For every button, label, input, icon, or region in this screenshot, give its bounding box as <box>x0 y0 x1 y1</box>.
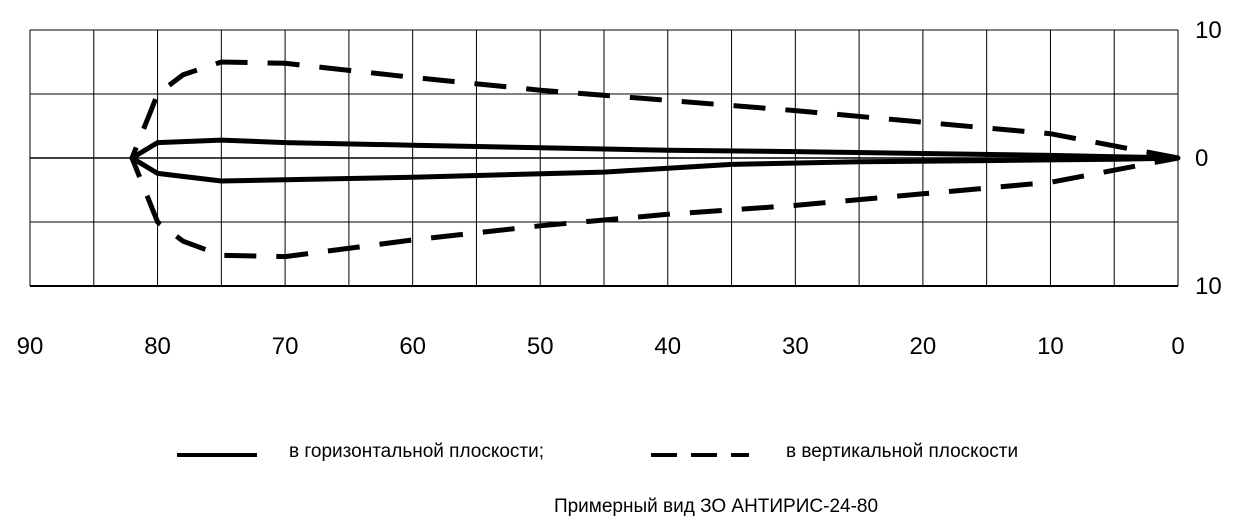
x-tick-label: 30 <box>782 333 809 360</box>
series-layer <box>129 59 1181 260</box>
grid-lines <box>29 29 1179 287</box>
y-tick-label: 0 <box>1195 145 1208 172</box>
x-axis-ticks: 90 80 70 60 50 40 30 20 10 0 <box>17 333 1185 360</box>
series-line-vertical <box>129 59 1179 260</box>
legend-label-vertical: в вертикальной плоскости <box>786 441 1018 462</box>
y-tick-label: 10 <box>1195 17 1222 44</box>
x-tick-label: 80 <box>144 333 171 360</box>
x-tick-label: 0 <box>1171 333 1184 360</box>
x-tick-label: 40 <box>654 333 681 360</box>
x-tick-label: 60 <box>399 333 426 360</box>
legend: в горизонтальной плоскости; в вертикальн… <box>177 441 1018 462</box>
x-tick-label: 20 <box>910 333 937 360</box>
x-tick-label: 90 <box>17 333 44 360</box>
chart-caption: Примерный вид ЗО АНТИРИС-24-80 <box>554 496 878 517</box>
x-tick-label: 70 <box>272 333 299 360</box>
x-tick-label: 10 <box>1037 333 1064 360</box>
legend-label-horizontal: в горизонтальной плоскости; <box>289 441 544 462</box>
y-tick-label: 10 <box>1195 273 1222 300</box>
x-tick-label: 50 <box>527 333 554 360</box>
series-line-horizontal <box>129 137 1181 184</box>
y-axis-ticks: 10 0 10 <box>1195 17 1222 300</box>
